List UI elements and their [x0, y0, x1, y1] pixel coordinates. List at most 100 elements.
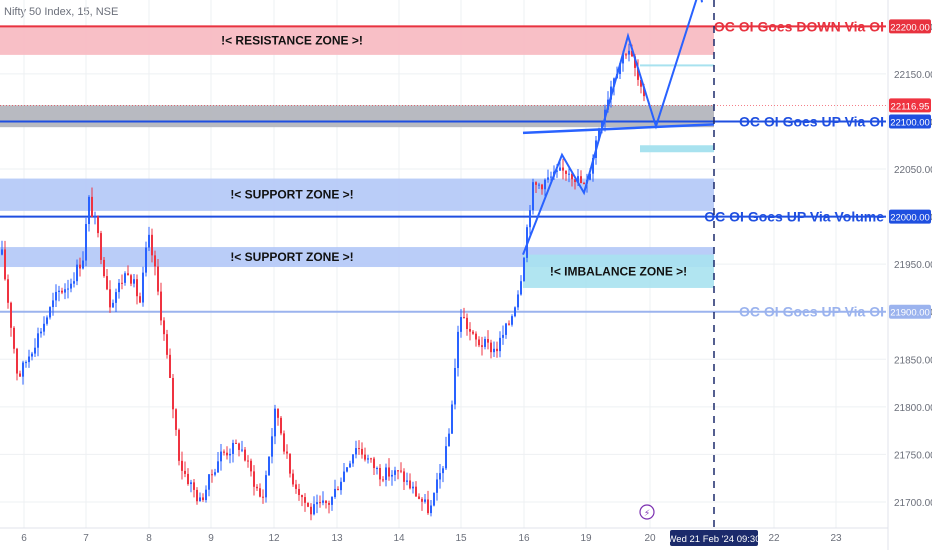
candle-body [187, 473, 189, 485]
candle-body [457, 331, 459, 368]
candle-body [178, 429, 180, 461]
candle-body [262, 496, 264, 498]
zone-label: !< IMBALANCE ZONE >! [550, 264, 687, 278]
candle-body [133, 279, 135, 284]
candle-body [130, 275, 132, 284]
y-tick-label: 22050.00 [894, 165, 932, 176]
candle-body [364, 454, 366, 460]
candle-body [523, 257, 525, 282]
level-price-label: 22200.00 [890, 22, 930, 33]
candle-body [220, 451, 222, 462]
candle-body [244, 449, 246, 461]
candle-body [442, 468, 444, 474]
cursor-time-tag [670, 530, 758, 546]
level-label: OC OI Goes DOWN Via OI [714, 18, 884, 34]
candle-body [136, 279, 138, 297]
candle-body [310, 506, 312, 515]
zone-band[interactable] [0, 26, 714, 55]
zone-label: !< RESISTANCE ZONE >! [221, 34, 363, 48]
candle-body [193, 482, 195, 490]
candle-body [370, 458, 372, 460]
candle-body [346, 467, 348, 472]
candle-body [337, 488, 339, 491]
zone-band[interactable] [523, 254, 714, 288]
candle-body [568, 173, 570, 175]
candle-body [40, 331, 42, 334]
x-tick-label: 6 [21, 533, 27, 544]
candle-body [217, 461, 219, 473]
candle-body [91, 196, 93, 217]
candle-body [157, 266, 159, 292]
trendline[interactable] [522, 123, 715, 135]
y-tick-label: 21750.00 [894, 450, 932, 461]
imbalance-marker [640, 64, 714, 67]
candle-body [289, 453, 291, 474]
candle-body [490, 342, 492, 353]
candle-body [487, 339, 489, 343]
candle-body [544, 179, 546, 190]
current-price-tag [889, 98, 931, 113]
x-tick-label: 12 [268, 533, 280, 544]
candle-body [421, 498, 423, 502]
candle-body [109, 289, 111, 308]
candle-body [1, 249, 3, 255]
candle-body [319, 502, 321, 504]
candle-body [580, 176, 582, 183]
candle-body [229, 453, 231, 456]
candle-body [154, 255, 156, 267]
candle-body [283, 433, 285, 452]
candle-body [325, 500, 327, 504]
level-price-tag [889, 304, 931, 319]
candle-body [472, 331, 474, 334]
candle-body [496, 348, 498, 352]
candle-body [424, 499, 426, 502]
candle-body [184, 470, 186, 474]
candle-body [25, 362, 27, 364]
lightning-icon[interactable] [639, 504, 655, 520]
candle-body [271, 436, 273, 457]
zone-band[interactable] [0, 178, 714, 211]
candle-body [304, 497, 306, 503]
candle-body [463, 317, 465, 319]
candle-body [73, 281, 75, 284]
candle-body [115, 292, 117, 303]
candle-body [121, 282, 123, 284]
candle-body [19, 373, 21, 377]
cursor-time-label: Wed 21 Feb '24 09:30 [667, 534, 760, 545]
candle-body [439, 473, 441, 480]
candle-body [505, 323, 507, 335]
candle-body [577, 176, 579, 182]
projection-path[interactable] [522, 0, 700, 256]
candle-body [409, 480, 411, 489]
candle-body [640, 79, 642, 87]
candle-body [358, 448, 360, 450]
candle-body [118, 282, 120, 293]
y-tick-label: 21700.00 [894, 498, 932, 509]
candle-body [436, 479, 438, 493]
candle-body [508, 323, 510, 325]
candle-body [31, 353, 33, 357]
candle-body [367, 458, 369, 460]
candle-body [211, 474, 213, 476]
candle-body [385, 467, 387, 480]
candle-body [301, 495, 303, 498]
candle-body [265, 475, 267, 498]
candle-body [253, 471, 255, 487]
candle-body [88, 196, 90, 225]
x-tick-label: 13 [331, 533, 343, 544]
y-tick-label: 22150.00 [894, 70, 932, 81]
candle-body [484, 339, 486, 347]
level-price-label: 21900.00 [890, 308, 930, 319]
x-tick-label: 9 [208, 533, 214, 544]
candle-body [208, 474, 210, 490]
level-label: OC OI Goes UP Via Volume [704, 209, 884, 225]
y-tick-label: 21850.00 [894, 355, 932, 366]
candle-body [22, 362, 24, 377]
candle-body [112, 302, 114, 308]
candle-body [565, 170, 567, 174]
zone-label: !< SUPPORT ZONE >! [230, 250, 353, 264]
candle-body [52, 300, 54, 308]
candle-body [538, 184, 540, 186]
